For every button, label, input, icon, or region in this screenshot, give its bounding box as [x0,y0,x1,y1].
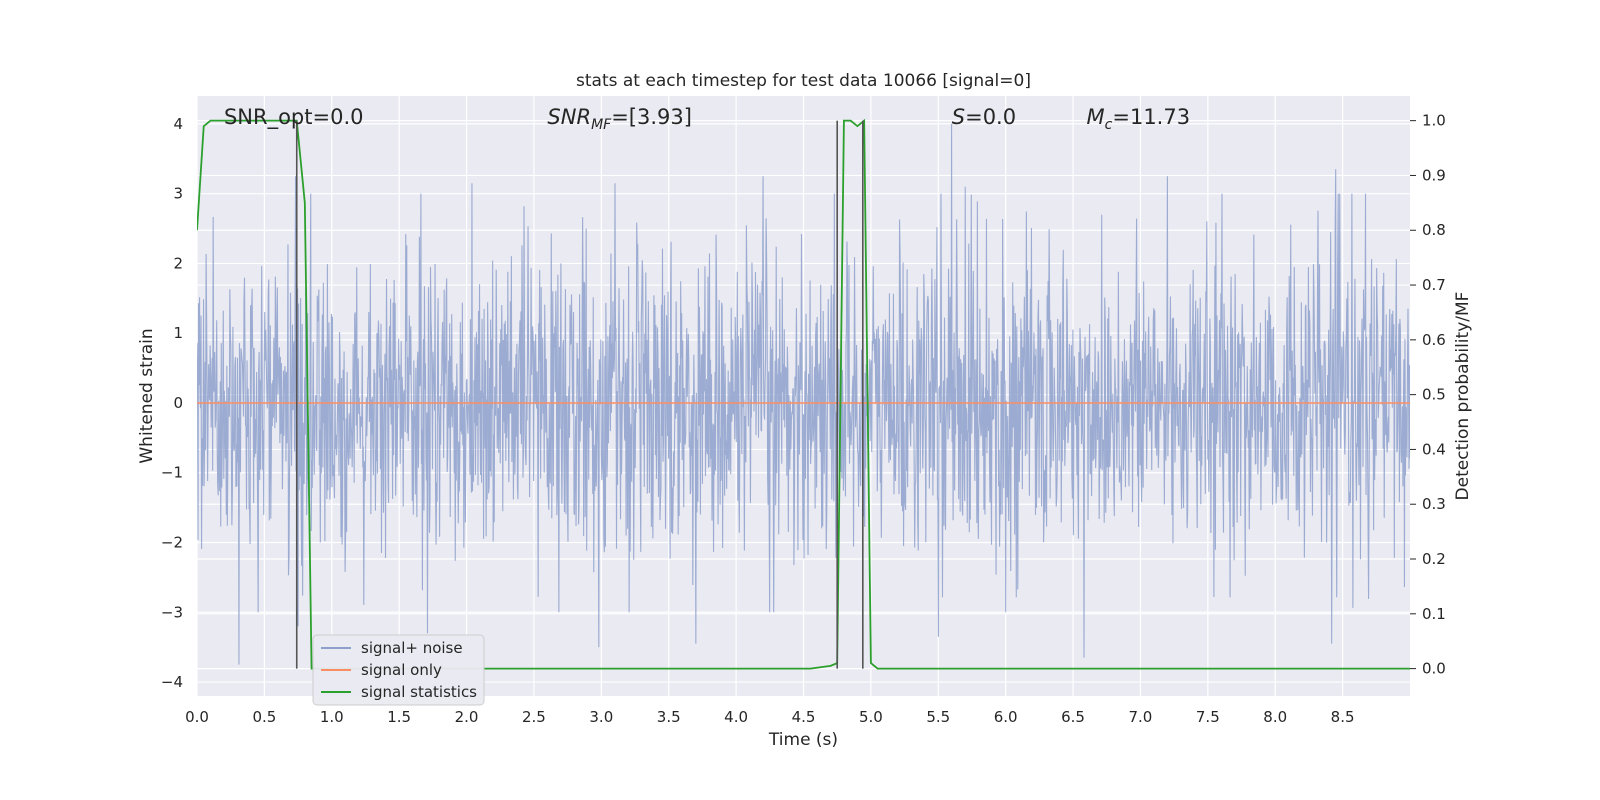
series-signal-noise-line [197,123,1410,665]
legend-entry: signal statistics [361,683,477,701]
annotation-s: S=0.0 [952,105,1016,129]
annotation-snr-mf: SNRMF=[3.93] [547,105,692,133]
y-left-tick-label: 2 [173,254,183,272]
y-left-tick-label: 1 [173,324,183,342]
y-right-tick-label: 0.3 [1422,495,1446,513]
x-axis-label: Time (s) [768,730,838,750]
annotation-snr-opt: SNR_opt=0.0 [224,105,364,130]
y-right-tick-label: 0.7 [1422,276,1446,294]
legend-entry: signal only [361,661,442,679]
x-tick-label: 7.5 [1196,708,1220,726]
legend: signal+ noise signal only signal statistic… [312,634,485,706]
y-axis-label-right: Detection probability/MF [1453,292,1473,501]
legend-box [312,634,485,706]
y-right-tick-label: 0.4 [1422,440,1446,458]
x-tick-label: 4.5 [792,708,816,726]
y-right-tick-label: 0.0 [1422,660,1446,678]
x-tick-label: 8.5 [1331,708,1355,726]
y-right-tick-label: 0.6 [1422,331,1446,349]
y-left-tick-label: 4 [173,115,183,133]
x-tick-label: 1.5 [387,708,411,726]
annotation-mc: Mc=11.73 [1087,105,1191,133]
x-tick-label: 7.0 [1129,708,1153,726]
y-left-tick-label: −4 [161,673,183,691]
y-right-tick-label: 0.5 [1422,386,1446,404]
y-left-tick-label: 3 [173,185,183,203]
annotations: SNR_opt=0.0 SNRMF=[3.93] S=0.0 Mc=11.73 [224,105,1190,133]
legend-entry: signal+ noise [361,639,463,657]
x-tick-label: 0.0 [185,708,209,726]
y-left-tick-label: −1 [161,464,183,482]
x-tick-label: 2.0 [455,708,479,726]
x-tick-label: 5.5 [926,708,950,726]
y-right-tick-label: 0.2 [1422,550,1446,568]
x-tick-label: 6.5 [1061,708,1085,726]
x-tick-label: 5.0 [859,708,883,726]
x-tick-label: 3.5 [657,708,681,726]
ticks: 0.0 0.5 1.0 1.5 2.0 2.5 3.0 3.5 4.0 4.5 5.0 5.5 6.0 6… [161,112,1446,726]
chart-title: stats at each timestep for test data 100… [576,71,1031,91]
y-left-tick-label: −3 [161,603,183,621]
x-tick-label: 2.5 [522,708,546,726]
y-left-tick-label: −2 [161,534,183,552]
x-tick-label: 3.0 [589,708,613,726]
y-axis-label-left: Whitened strain [137,328,157,463]
x-tick-label: 6.0 [994,708,1018,726]
y-right-tick-label: 0.1 [1422,605,1446,623]
x-tick-label: 0.5 [252,708,276,726]
x-tick-label: 8.0 [1263,708,1287,726]
y-right-tick-label: 0.8 [1422,221,1446,239]
y-right-tick-label: 0.9 [1422,166,1446,184]
x-tick-label: 1.0 [320,708,344,726]
x-tick-label: 4.0 [724,708,748,726]
y-left-tick-label: 0 [173,394,183,412]
y-right-tick-label: 1.0 [1422,112,1446,130]
